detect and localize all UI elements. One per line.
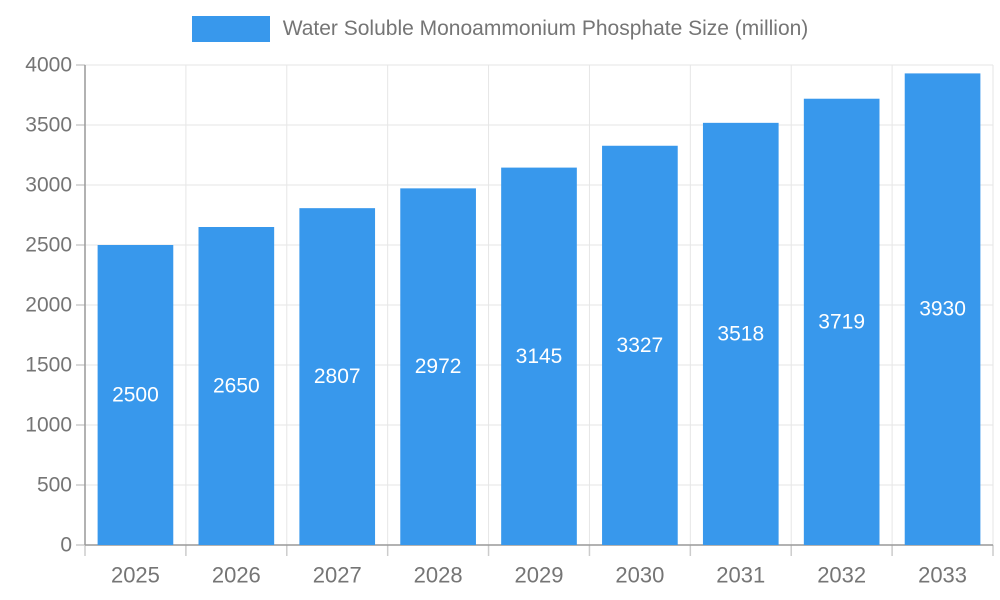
bar-value-label: 2972 bbox=[415, 355, 462, 378]
bar-value-label: 2500 bbox=[112, 384, 159, 407]
x-category-label: 2027 bbox=[313, 563, 362, 588]
y-tick-label: 2500 bbox=[25, 234, 72, 257]
bar-value-label: 3930 bbox=[919, 298, 966, 321]
x-category-label: 2033 bbox=[918, 563, 967, 588]
y-tick-label: 500 bbox=[37, 474, 72, 497]
bar-value-label: 3327 bbox=[617, 334, 664, 357]
bar-2026 bbox=[198, 227, 275, 545]
bar-2030 bbox=[602, 145, 678, 545]
bar-2025 bbox=[97, 245, 174, 545]
bar-2033 bbox=[904, 73, 981, 546]
x-category-label: 2030 bbox=[615, 563, 664, 588]
x-category-label: 2031 bbox=[716, 563, 765, 588]
legend[interactable]: Water Soluble Monoammonium Phosphate Siz… bbox=[0, 16, 1000, 42]
y-tick-label: 1500 bbox=[25, 354, 72, 377]
y-tick-label: 4000 bbox=[25, 54, 72, 77]
x-category-label: 2025 bbox=[111, 563, 160, 588]
x-category-label: 2028 bbox=[414, 563, 463, 588]
bar-value-label: 3145 bbox=[516, 345, 563, 368]
legend-label: Water Soluble Monoammonium Phosphate Siz… bbox=[282, 17, 809, 40]
y-tick-label: 1000 bbox=[25, 414, 72, 437]
bar-value-label: 3518 bbox=[717, 322, 764, 345]
bar-value-label: 2807 bbox=[314, 365, 361, 388]
x-category-label: 2032 bbox=[817, 563, 866, 588]
y-tick-label: 2000 bbox=[25, 294, 72, 317]
y-tick-label: 0 bbox=[60, 534, 72, 557]
bar-value-label: 2650 bbox=[213, 375, 260, 398]
y-tick-label: 3000 bbox=[25, 174, 72, 197]
legend-swatch bbox=[191, 16, 270, 42]
bar-value-label: 3719 bbox=[818, 310, 865, 333]
x-category-label: 2026 bbox=[212, 563, 261, 588]
bar-2029 bbox=[501, 167, 577, 545]
bar-2032 bbox=[803, 98, 880, 545]
y-tick-label: 3500 bbox=[25, 114, 72, 137]
bar-2028 bbox=[400, 188, 476, 546]
bar-2027 bbox=[299, 208, 376, 545]
bar-2031 bbox=[702, 122, 779, 545]
x-category-label: 2029 bbox=[515, 563, 564, 588]
